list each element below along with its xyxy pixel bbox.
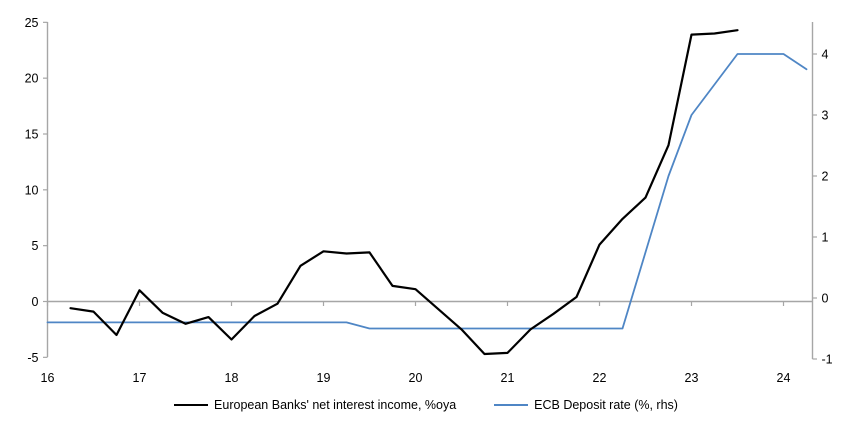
- x-axis-tick-label: 18: [225, 371, 239, 385]
- legend-item-ecb-deposit-rate: ECB Deposit rate (%, rhs): [494, 398, 678, 412]
- left-axis-tick-label: 20: [25, 72, 39, 86]
- x-axis-tick-label: 16: [41, 371, 55, 385]
- x-axis-tick-label: 21: [501, 371, 515, 385]
- right-axis-tick-label: -1: [822, 353, 833, 367]
- legend: European Banks' net interest income, %oy…: [0, 395, 852, 415]
- x-axis-tick-label: 23: [685, 371, 699, 385]
- left-axis-tick-label: 5: [32, 239, 39, 253]
- series-line-ecb-deposit-rate: [46, 53, 808, 330]
- series-line-net-interest-income: [69, 29, 739, 356]
- legend-line-swatch-blue: [494, 404, 529, 406]
- left-axis-tick-label: 15: [25, 128, 39, 142]
- x-axis-tick-label: 19: [317, 371, 331, 385]
- right-axis-tick-label: 2: [822, 170, 829, 184]
- left-axis-tick-label: 25: [25, 16, 39, 30]
- right-axis-tick-label: 3: [822, 109, 829, 123]
- legend-item-net-interest-income: European Banks' net interest income, %oy…: [174, 398, 456, 412]
- legend-line-swatch-black: [174, 404, 209, 406]
- right-axis-tick-label: 1: [822, 231, 829, 245]
- left-axis-tick-label: 0: [32, 295, 39, 309]
- right-axis-tick-label: 0: [822, 292, 829, 306]
- right-axis-tick-label: 4: [822, 48, 829, 62]
- x-axis-tick-label: 22: [593, 371, 607, 385]
- x-axis-tick-label: 24: [777, 371, 791, 385]
- x-axis-tick-label: 17: [133, 371, 147, 385]
- left-axis-tick-label: 10: [25, 183, 39, 197]
- left-axis-tick-label: -5: [27, 351, 38, 365]
- legend-label-net-interest-income: European Banks' net interest income, %oy…: [214, 398, 457, 412]
- legend-label-ecb-deposit-rate: ECB Deposit rate (%, rhs): [534, 398, 678, 412]
- x-axis-tick-label: 20: [409, 371, 423, 385]
